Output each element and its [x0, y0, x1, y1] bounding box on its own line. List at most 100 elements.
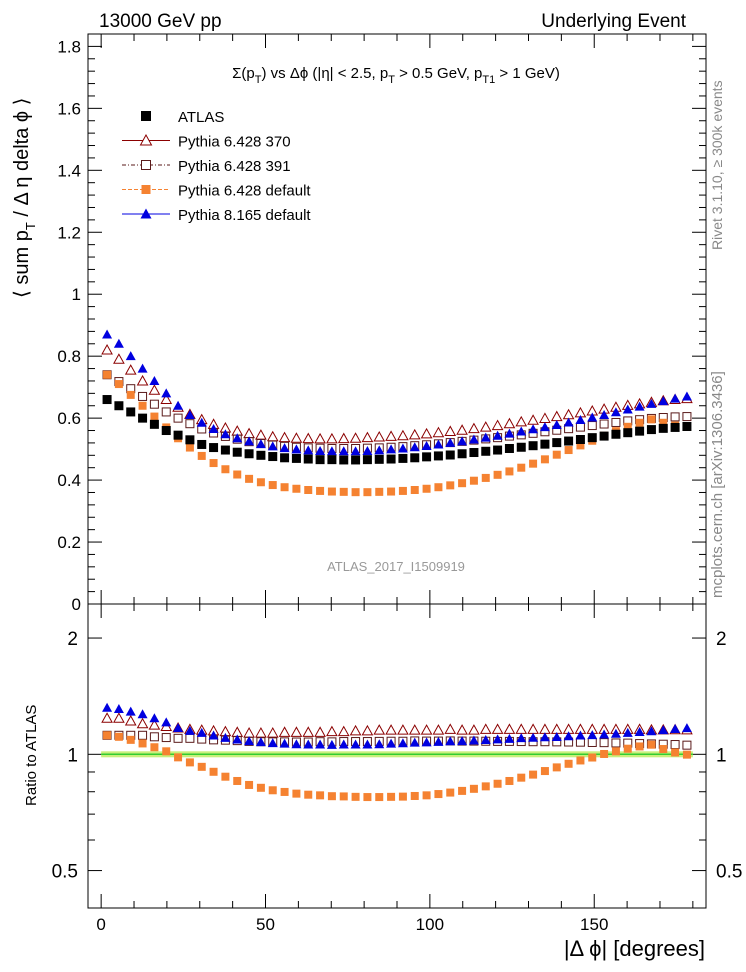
data-point: [185, 435, 195, 445]
ratio-point: [149, 732, 159, 742]
ratio-point: [373, 724, 386, 735]
data-point: [623, 422, 632, 431]
ratio-point: [314, 726, 326, 737]
ratio-point: [362, 739, 373, 749]
data-point: [539, 412, 551, 423]
y-tick-label: 0.8: [57, 347, 81, 366]
data-point: [114, 380, 123, 389]
y-tick-label: 0: [72, 595, 81, 614]
ratio-point: [479, 723, 492, 734]
data-point: [564, 446, 573, 455]
data-point: [599, 419, 609, 429]
data-point: [540, 455, 549, 464]
ratio-point: [386, 738, 397, 748]
data-point: [327, 487, 336, 496]
ratio-point: [243, 727, 255, 738]
data-point: [268, 452, 278, 462]
title-sub3: T1: [482, 74, 495, 86]
data-point: [196, 417, 207, 427]
ratio-y-tick-label-right: 2: [716, 629, 727, 650]
data-point: [550, 410, 563, 422]
data-point: [504, 443, 514, 453]
ratio-point: [361, 724, 374, 736]
ratio-point: [516, 733, 527, 743]
ratio-point: [349, 724, 362, 736]
data-point: [209, 459, 218, 468]
rivet-label-geq: ≥: [709, 160, 725, 168]
data-point: [244, 449, 254, 459]
data-point: [256, 478, 265, 487]
ratio-point: [125, 706, 136, 716]
ratio-point: [610, 728, 621, 738]
data-point: [220, 445, 230, 455]
data-point: [479, 421, 492, 432]
ratio-point: [267, 738, 278, 748]
data-point: [362, 445, 373, 455]
data-point: [124, 364, 137, 375]
data-point: [646, 425, 656, 435]
ratio-point: [136, 717, 149, 729]
ratio-point: [185, 733, 195, 743]
ratio-point: [292, 789, 301, 798]
data-point: [552, 438, 562, 448]
data-point: [173, 400, 184, 410]
data-point: [185, 443, 194, 452]
data-point: [599, 410, 610, 420]
ratio-point: [409, 737, 420, 747]
data-point: [209, 443, 219, 453]
ratio-y-tick-label: 0.5: [52, 862, 78, 883]
data-point: [291, 453, 301, 463]
data-point: [433, 451, 443, 461]
data-point: [386, 444, 397, 454]
ratio-point: [280, 787, 289, 796]
data-point: [635, 426, 645, 436]
data-point: [458, 479, 467, 488]
data-point: [315, 445, 326, 455]
data-point: [291, 444, 302, 454]
ratio-point: [468, 735, 479, 745]
data-point: [255, 439, 266, 449]
rivet-label-a: Rivet 3.1.10,: [709, 168, 725, 251]
data-point: [149, 375, 160, 385]
data-point: [102, 329, 113, 339]
data-point: [623, 428, 633, 438]
data-point: [516, 442, 526, 452]
ratio-point: [173, 722, 184, 732]
ratio-y-tick-label-right: 1: [716, 745, 727, 766]
data-point: [446, 481, 455, 490]
legend-marker: [139, 133, 153, 146]
ratio-point: [326, 725, 338, 737]
data-point: [527, 414, 539, 425]
legend-marker: [141, 185, 151, 194]
data-point: [102, 395, 112, 405]
data-point: [433, 439, 444, 449]
legend-marker: [141, 111, 151, 121]
ratio-point: [647, 740, 656, 749]
data-point: [468, 422, 480, 434]
ratio-point: [208, 730, 219, 740]
ratio-point: [587, 730, 598, 740]
data-point: [398, 486, 407, 495]
ratio-point: [458, 786, 467, 795]
ratio-point: [304, 790, 313, 799]
data-point: [647, 415, 656, 424]
data-point: [149, 419, 159, 429]
data-point: [208, 423, 219, 433]
ratio-point: [184, 725, 195, 735]
data-point: [444, 425, 457, 436]
ratio-point: [290, 726, 303, 737]
legend-label: Pythia 6.428 default: [178, 183, 311, 200]
ratio-point: [174, 753, 183, 762]
ratio-point: [551, 731, 562, 741]
y-tick-label: 1.4: [57, 161, 81, 180]
ratio-point: [527, 723, 539, 734]
data-point: [173, 413, 183, 423]
data-point: [339, 455, 349, 465]
ratio-point: [102, 702, 113, 712]
data-point: [337, 432, 350, 444]
ratio-point: [422, 791, 431, 800]
data-point: [280, 453, 290, 463]
ratio-point: [255, 727, 267, 738]
data-point: [528, 441, 538, 451]
ratio-point: [221, 772, 230, 781]
